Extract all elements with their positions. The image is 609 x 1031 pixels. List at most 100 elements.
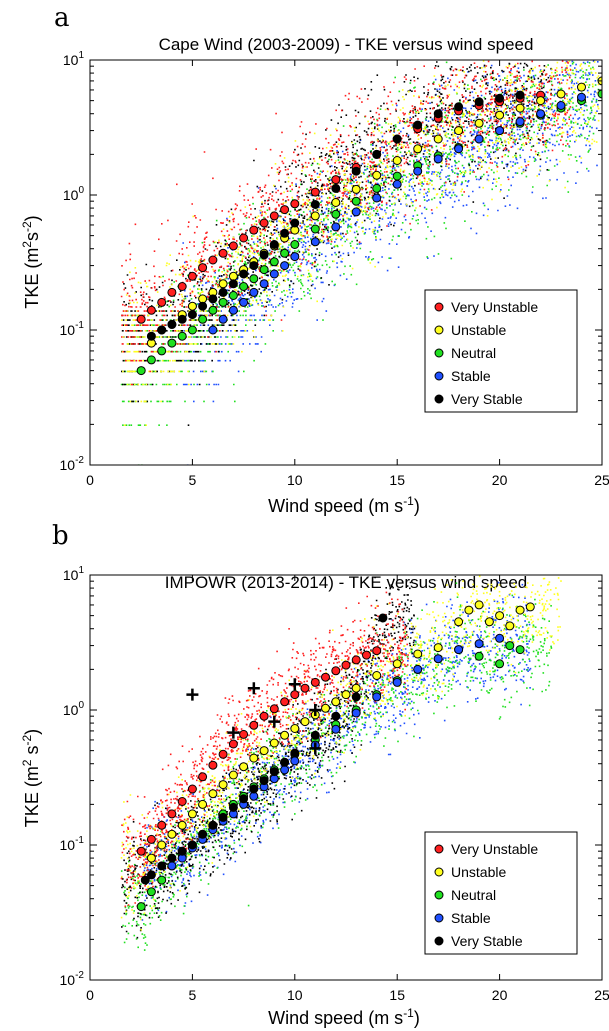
point-unstable bbox=[300, 717, 310, 727]
y-tick-label: 100 bbox=[63, 185, 85, 203]
point-neutral bbox=[474, 651, 484, 661]
point-very-stable bbox=[177, 846, 187, 856]
point-neutral bbox=[505, 641, 515, 651]
point-very-unstable bbox=[146, 834, 156, 844]
point-unstable bbox=[474, 600, 484, 610]
point-very-unstable bbox=[167, 287, 177, 297]
legend-label: Stable bbox=[451, 910, 491, 926]
point-stable bbox=[372, 692, 382, 702]
point-stable bbox=[228, 305, 238, 315]
point-very-stable bbox=[208, 294, 218, 304]
point-neutral bbox=[239, 282, 249, 291]
point-unstable bbox=[187, 301, 197, 311]
point-unstable bbox=[341, 690, 351, 700]
point-very-unstable bbox=[208, 760, 218, 770]
point-very-unstable bbox=[157, 820, 167, 830]
legend-marker bbox=[434, 913, 444, 923]
point-very-unstable bbox=[310, 677, 320, 687]
cloud-very-unstable bbox=[120, 60, 572, 386]
cross-marker bbox=[288, 678, 301, 691]
point-stable bbox=[392, 677, 402, 687]
point-unstable bbox=[536, 96, 546, 106]
point-stable bbox=[351, 708, 361, 718]
point-neutral bbox=[228, 291, 238, 300]
point-neutral bbox=[259, 265, 269, 275]
point-stable bbox=[269, 269, 279, 279]
point-neutral bbox=[136, 366, 146, 376]
point-very-stable bbox=[249, 261, 259, 271]
point-unstable bbox=[290, 724, 300, 733]
point-very-stable bbox=[228, 802, 238, 812]
point-very-unstable bbox=[198, 263, 208, 273]
panel-a-points bbox=[120, 60, 602, 465]
point-stable bbox=[495, 126, 505, 136]
point-unstable bbox=[259, 746, 269, 756]
cross-marker bbox=[309, 742, 322, 755]
point-unstable bbox=[351, 184, 361, 194]
point-unstable bbox=[280, 730, 290, 740]
point-very-unstable bbox=[187, 784, 197, 794]
point-very-stable bbox=[146, 870, 156, 880]
point-neutral bbox=[597, 89, 602, 99]
point-very-unstable bbox=[136, 314, 146, 324]
point-very-unstable bbox=[351, 655, 361, 665]
point-neutral bbox=[392, 171, 402, 181]
legend-label: Unstable bbox=[451, 864, 506, 880]
point-very-unstable bbox=[290, 690, 300, 700]
point-unstable bbox=[525, 602, 535, 612]
x-tick-label: 0 bbox=[86, 472, 94, 488]
point-stable bbox=[474, 134, 484, 144]
panel-b-ylabel: TKE (m2 s-2) bbox=[20, 729, 42, 827]
point-very-stable bbox=[157, 861, 167, 871]
point-very-stable bbox=[146, 331, 156, 341]
x-tick-label: 10 bbox=[287, 987, 303, 1003]
point-stable bbox=[290, 756, 300, 766]
point-very-stable bbox=[454, 102, 464, 112]
point-unstable bbox=[331, 198, 341, 207]
panel-a-letter: a bbox=[54, 3, 70, 33]
point-very-stable bbox=[269, 240, 279, 249]
point-very-unstable bbox=[249, 720, 259, 730]
point-very-stable bbox=[495, 93, 505, 103]
point-unstable bbox=[351, 683, 361, 693]
point-unstable bbox=[433, 643, 443, 653]
panel-b: b IMPOWR (2013-2014) - TKE versus wind s… bbox=[20, 521, 609, 1028]
point-very-stable bbox=[239, 269, 249, 279]
legend-marker bbox=[434, 371, 444, 381]
x-tick-label: 5 bbox=[189, 472, 197, 488]
point-very-unstable bbox=[362, 650, 371, 660]
y-tick-label: 10-1 bbox=[60, 320, 85, 338]
point-neutral bbox=[146, 887, 156, 897]
point-unstable bbox=[577, 82, 586, 92]
point-very-stable bbox=[218, 812, 228, 822]
panel-a-plot-frame bbox=[89, 59, 603, 466]
point-neutral bbox=[372, 183, 382, 193]
legend-label: Very Stable bbox=[451, 933, 523, 949]
legend-marker bbox=[434, 867, 444, 877]
y-tick-label: 10-1 bbox=[60, 835, 85, 853]
point-unstable bbox=[474, 118, 484, 128]
point-very-stable bbox=[290, 218, 300, 228]
point-stable bbox=[167, 861, 177, 871]
point-unstable bbox=[392, 156, 402, 165]
point-very-stable bbox=[187, 840, 197, 850]
point-unstable bbox=[167, 829, 177, 839]
point-stable bbox=[495, 633, 505, 643]
x-tick-label: 15 bbox=[389, 987, 405, 1003]
point-stable bbox=[577, 92, 586, 102]
point-very-unstable bbox=[269, 704, 279, 714]
point-very-stable bbox=[515, 90, 525, 100]
point-very-stable bbox=[378, 613, 388, 623]
point-neutral bbox=[167, 338, 177, 348]
point-neutral bbox=[331, 209, 341, 219]
point-neutral bbox=[136, 902, 146, 912]
point-very-unstable bbox=[136, 846, 146, 856]
point-stable bbox=[433, 654, 443, 664]
cross-marker bbox=[247, 682, 260, 695]
cross-marker bbox=[309, 704, 322, 716]
legend-marker bbox=[434, 348, 444, 358]
point-unstable bbox=[249, 753, 259, 763]
point-very-unstable bbox=[341, 660, 351, 670]
point-unstable bbox=[392, 659, 402, 669]
point-stable bbox=[372, 193, 382, 203]
